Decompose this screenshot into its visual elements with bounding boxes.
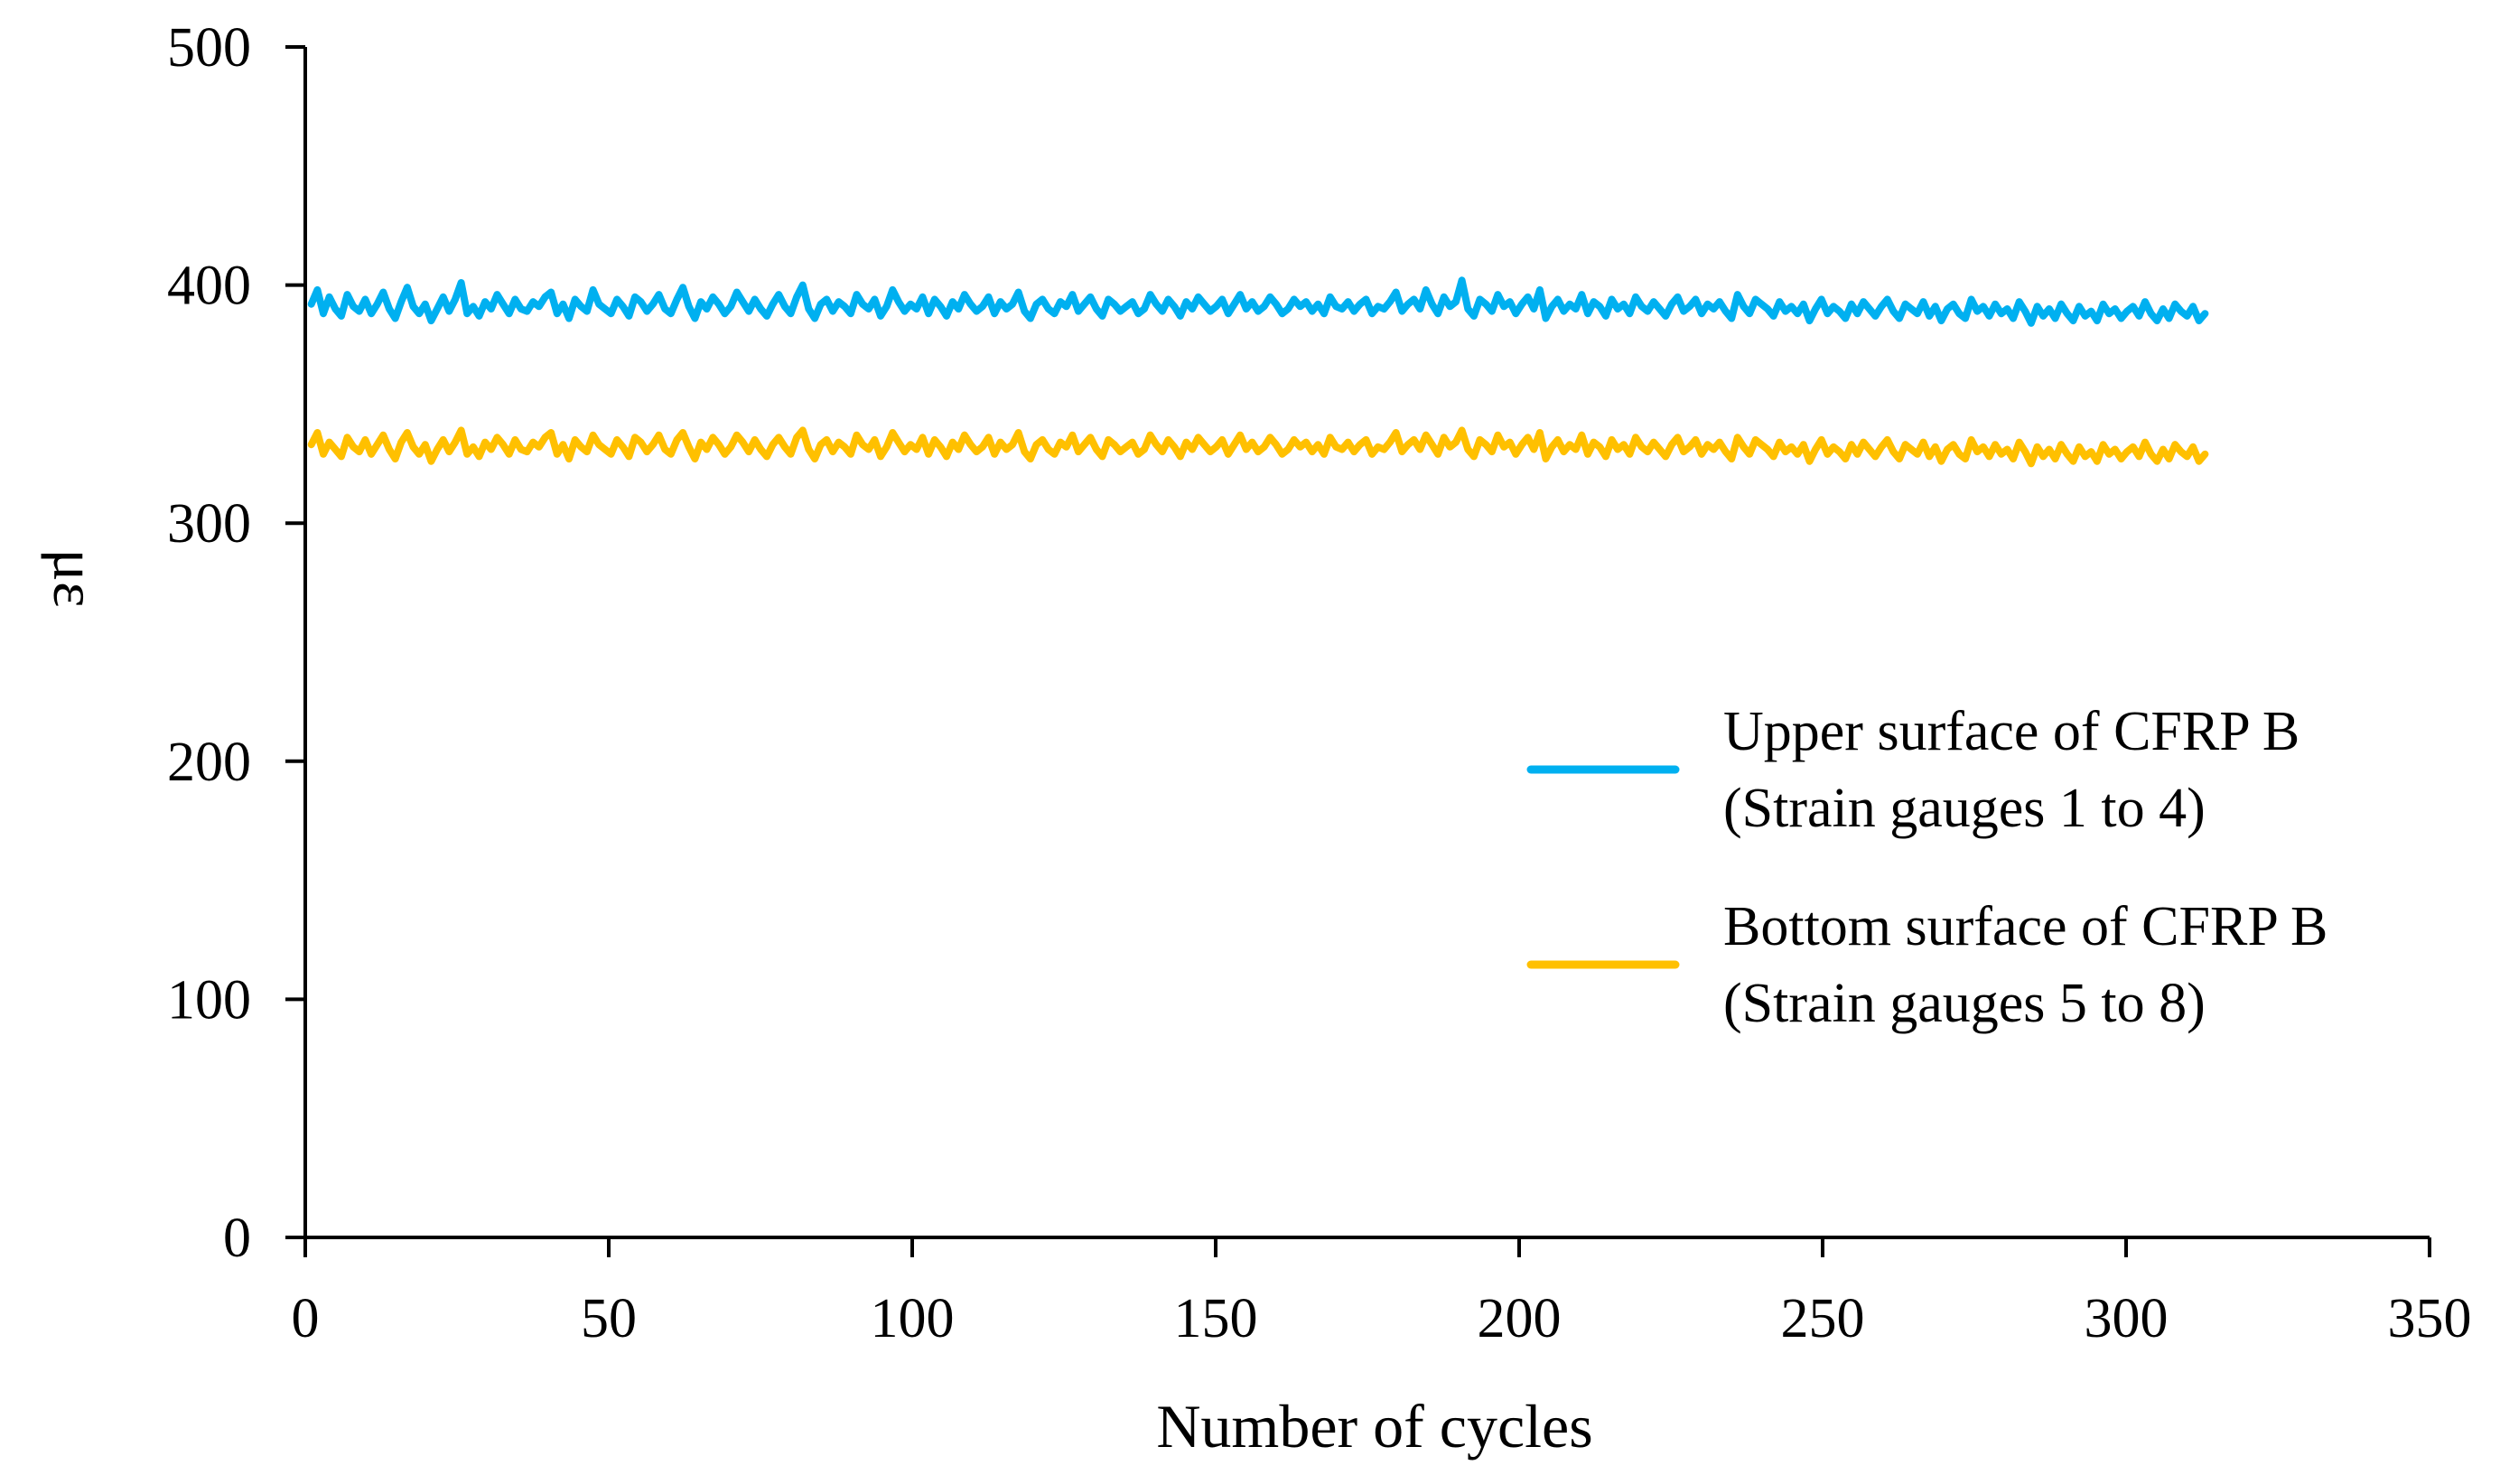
x-tick-label-100: 100: [871, 1288, 955, 1349]
y-tick-label-300: 300: [167, 493, 251, 555]
x-axis-title: Number of cycles: [1156, 1392, 1592, 1461]
legend: Upper surface of CFRP B (Strain gauges 1 …: [1526, 701, 2327, 1034]
series-lines: [307, 276, 2209, 468]
y-tick-label-0: 0: [223, 1208, 251, 1269]
series-line-1: [307, 276, 2209, 327]
x-tick-label-200: 200: [1478, 1288, 1562, 1349]
axes: 0 100 200 300 400 500 0 50 100 150 200 250 300 350: [167, 17, 2472, 1349]
y-tick-label-200: 200: [167, 732, 251, 793]
legend-label-1-line-2: (Strain gauges 1 to 4): [1723, 778, 2206, 839]
legend-label-1-line-1: Upper surface of CFRP B: [1723, 701, 2299, 762]
x-tick-label-150: 150: [1174, 1288, 1258, 1349]
legend-label-2-line-1: Bottom surface of CFRP B: [1723, 896, 2327, 957]
y-tick-label-400: 400: [167, 256, 251, 317]
x-tick-label-0: 0: [292, 1288, 320, 1349]
y-axis-title: με: [41, 548, 109, 607]
x-tick-label-50: 50: [581, 1288, 637, 1349]
x-tick-label-250: 250: [1781, 1288, 1865, 1349]
y-tick-label-100: 100: [167, 969, 251, 1031]
series-line-2: [307, 426, 2209, 468]
x-tick-label-300: 300: [2085, 1288, 2169, 1349]
legend-label-2-line-2: (Strain gauges 5 to 8): [1723, 973, 2206, 1034]
y-tick-label-500: 500: [167, 17, 251, 79]
x-tick-label-350: 350: [2388, 1288, 2472, 1349]
